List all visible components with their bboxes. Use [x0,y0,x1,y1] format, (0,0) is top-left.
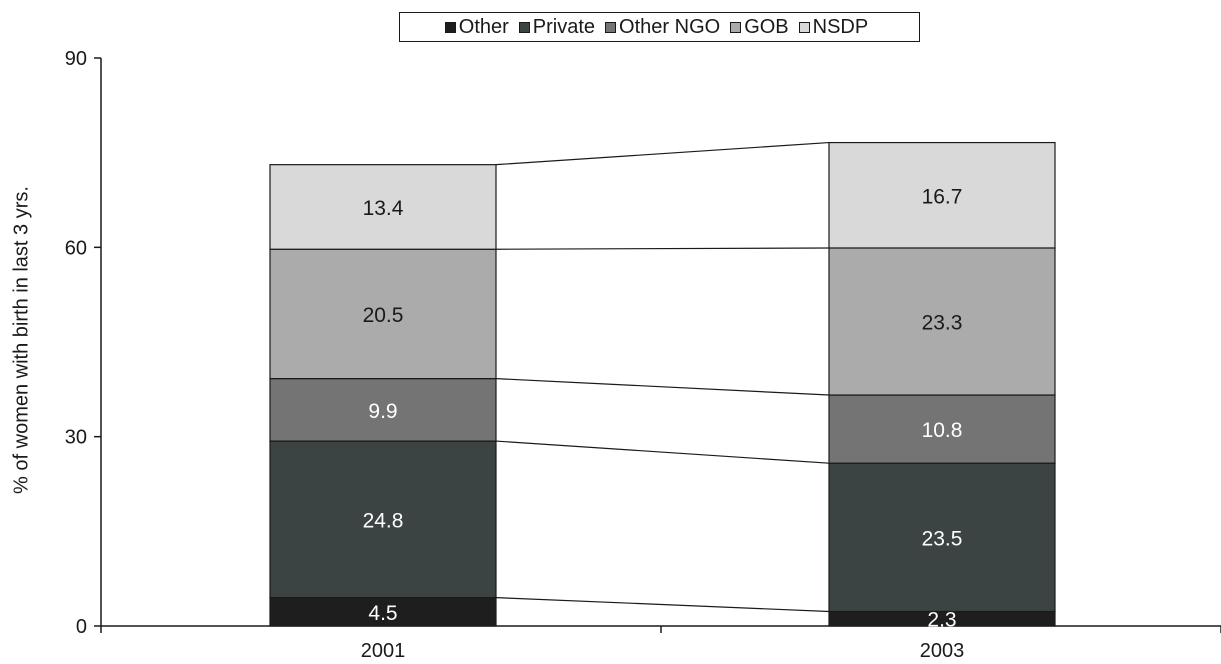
legend: Other Private Other NGO GOB NSDP [399,12,920,42]
legend-item-private: Private [518,16,596,38]
data-label-gob: 23.3 [922,311,963,334]
data-label-private: 23.5 [922,527,963,550]
bar-segment-nsdp [828,141,1056,249]
legend-label-private: Private [532,16,596,38]
legend-item-other-ngo: Other NGO [605,17,720,37]
bar-segment-gob [828,247,1056,396]
bar-segment-private [828,462,1056,613]
data-label-other: 2.3 [927,609,956,632]
legend-item-nsdp: NSDP [798,16,869,38]
legend-label-other-ngo: Other NGO [619,16,721,38]
y-axis-title: % of women with birth in last 3 yrs. [10,186,33,494]
y-tick-label: 90 [65,48,87,70]
legend-swatch-other-ngo [605,21,617,33]
legend-swatch-other [444,21,456,33]
data-label-other: 4.5 [368,602,397,625]
bar-segment-gob [269,248,497,380]
legend-item-gob: GOB [730,16,789,38]
data-label-nsdp: 16.7 [922,185,963,208]
series-connector-line [495,247,830,250]
bar-segment-other-ngo [269,378,497,442]
legend-swatch-nsdp [798,21,810,33]
data-label-gob: 20.5 [363,304,404,327]
y-tick-label: 60 [65,237,87,259]
data-label-other-ngo: 9.9 [368,400,397,423]
bar-segment-other [269,596,497,627]
bar-segment-nsdp [269,164,497,250]
legend-label-other: Other [458,16,509,38]
y-tick-label: 0 [76,616,87,638]
legend-label-gob: GOB [744,16,789,38]
series-connector-line [495,141,830,166]
bar-segment-private [269,440,497,599]
bar-segment-other-ngo [828,394,1056,464]
x-tick-label: 2001 [361,640,406,662]
data-label-private: 24.8 [363,509,404,532]
data-label-nsdp: 13.4 [363,197,404,220]
legend-item-other: Other [444,16,509,38]
data-label-other-ngo: 10.8 [922,419,963,442]
legend-label-nsdp: NSDP [812,16,869,38]
series-connector-line [495,597,830,613]
x-tick-label: 2003 [920,640,965,662]
legend-swatch-gob [730,21,742,33]
series-connector-line [495,378,830,396]
y-tick-label: 30 [65,427,87,449]
series-connector-line [495,440,830,464]
legend-swatch-private [518,21,530,33]
